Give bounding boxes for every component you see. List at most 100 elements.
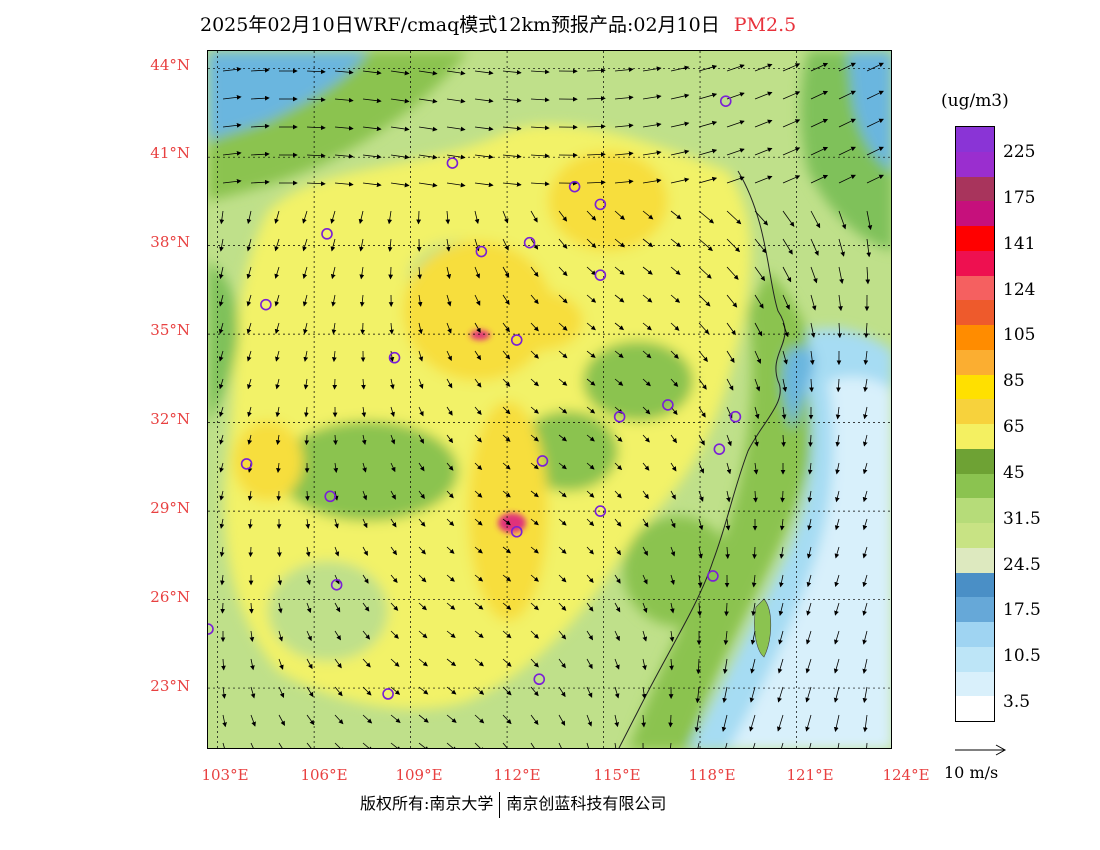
wind-arrow (670, 177, 690, 184)
color-scale-segment (956, 498, 994, 523)
wind-arrow (474, 378, 482, 388)
wind-arrow (362, 98, 382, 104)
wind-arrow (502, 434, 511, 442)
wind-reference-label: 10 m/s (944, 763, 999, 782)
wind-arrow (274, 238, 280, 252)
wind-arrow (418, 322, 423, 335)
wind-arrow (361, 406, 367, 418)
wind-arrow (754, 266, 766, 282)
wind-arrow (446, 686, 457, 695)
wind-arrow (334, 153, 354, 159)
pm25-map[interactable] (207, 50, 892, 749)
wind-arrow (502, 602, 512, 610)
wind-arrow (446, 322, 452, 334)
wind-arrow (782, 63, 801, 72)
wind-arrow (614, 294, 625, 303)
wind-arrow (219, 518, 225, 529)
wind-arrow (642, 658, 647, 671)
legend-label: 141 (1003, 234, 1036, 254)
color-scale-segment (956, 399, 994, 424)
wind-arrow (862, 490, 868, 503)
wind-arrow (246, 294, 252, 307)
wind-arrow (474, 658, 484, 667)
wind-arrow (278, 742, 283, 748)
wind-arrow (586, 462, 595, 470)
wind-arrow (446, 378, 453, 389)
wind-arrow (838, 294, 843, 312)
wind-arrow (446, 98, 466, 104)
wind-arrow (250, 179, 270, 185)
wind-arrow (362, 630, 371, 640)
wind-arrow (446, 462, 454, 471)
wind-arrow (359, 238, 364, 252)
color-scale-segment (956, 622, 994, 647)
wind-arrow (276, 546, 282, 558)
wind-arrow (810, 118, 829, 128)
wind-arrow (779, 518, 785, 531)
wind-arrow (474, 490, 483, 498)
wind-arrow (362, 658, 371, 668)
wind-reference-arrow (955, 744, 1007, 756)
wind-arrow (614, 434, 623, 442)
wind-arrow (558, 266, 568, 277)
wind-arrow (642, 406, 651, 415)
wind-arrow (530, 322, 539, 332)
wind-arrow (779, 574, 784, 588)
wind-arrow (698, 92, 718, 100)
wind-arrow (222, 150, 242, 156)
wind-arrow (614, 574, 621, 584)
lat-tick: 38°N (150, 233, 190, 251)
wind-arrow (862, 630, 868, 645)
wind-arrow (810, 294, 817, 311)
wind-arrow (306, 630, 312, 642)
wind-arrow (866, 238, 872, 258)
wind-arrow (446, 182, 466, 188)
wind-arrow (807, 518, 812, 531)
wind-arrow (835, 462, 840, 475)
wind-arrow (248, 518, 253, 529)
wind-arrow (250, 95, 270, 101)
wind-arrow (810, 146, 829, 156)
wind-arrow (362, 182, 382, 188)
wind-arrow (222, 122, 242, 128)
wind-arrow (558, 546, 567, 554)
wind-arrow (754, 91, 773, 100)
wind-arrow (586, 714, 593, 727)
wind-arrow (586, 322, 596, 331)
wind-arrow (418, 686, 429, 695)
wind-arrow (558, 350, 568, 359)
wind-arrow (614, 686, 620, 699)
wind-arrow (670, 294, 681, 303)
wind-arrow (642, 546, 648, 556)
color-scale-segment (956, 226, 994, 251)
wind-arrow (698, 406, 706, 418)
wind-arrow (334, 658, 342, 669)
wind-arrow (558, 658, 566, 669)
wind-arrow (418, 182, 438, 188)
wind-arrow (614, 123, 634, 129)
wind-arrow (614, 67, 634, 73)
wind-arrow (247, 490, 253, 501)
wind-arrow (474, 182, 494, 188)
wind-arrow (278, 714, 285, 726)
wind-arrow (698, 210, 715, 224)
wind-arrow (726, 238, 740, 253)
wind-arrow (218, 378, 224, 390)
wind-arrow (474, 98, 494, 104)
wind-arrow (750, 630, 756, 645)
taiwan-shape (754, 598, 772, 658)
wind-arrow (862, 714, 868, 733)
wind-arrow (586, 180, 606, 185)
wind-arrow (222, 66, 242, 72)
wind-arrow (750, 658, 756, 674)
wind-arrow (502, 714, 512, 725)
wind-arrow (586, 124, 606, 129)
wind-arrow (835, 406, 841, 420)
wind-arrow (866, 210, 873, 231)
wind-arrow (362, 126, 382, 132)
wind-arrow (390, 630, 399, 639)
station-marker (510, 334, 523, 346)
wind-arrow (753, 490, 758, 503)
wind-arrow (586, 294, 597, 303)
wind-arrow (614, 546, 622, 556)
